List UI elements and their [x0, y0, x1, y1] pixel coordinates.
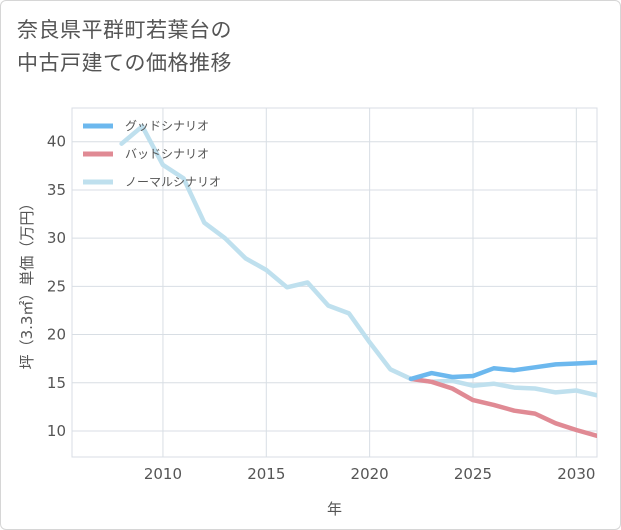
series-line-normal	[119, 124, 597, 398]
y-tick-label: 35	[47, 181, 66, 199]
y-tick-label: 15	[47, 374, 66, 392]
y-tick-label: 25	[47, 277, 66, 295]
y-tick-label: 40	[47, 133, 66, 151]
legend-label-bad: バッドシナリオ	[125, 147, 209, 161]
legend-label-normal: ノーマルシナリオ	[125, 175, 221, 189]
chart-title: 奈良県平群町若葉台の 中古戸建ての価格推移	[17, 14, 537, 80]
x-tick-label: 2025	[454, 465, 492, 483]
chart-title-line-2: 中古戸建ての価格推移	[17, 51, 232, 75]
x-tick-label: 2030	[557, 465, 595, 483]
chart-title-line-1: 奈良県平群町若葉台の	[17, 18, 232, 42]
x-tick-label: 2015	[247, 465, 285, 483]
y-tick-label: 20	[47, 326, 66, 344]
series-line-bad	[408, 376, 597, 439]
y-tick-label: 30	[47, 229, 66, 247]
x-tick-label: 2010	[144, 465, 182, 483]
plot-area	[71, 107, 598, 458]
y-tick-label: 10	[47, 422, 66, 440]
x-axis-label: 年	[327, 500, 342, 518]
series-lines	[119, 124, 597, 439]
y-axis-label: 坪（3.3㎡）単価（万円）	[18, 196, 36, 370]
series-line-good	[408, 360, 597, 382]
legend-label-good: グッドシナリオ	[125, 119, 209, 133]
x-tick-label: 2020	[351, 465, 389, 483]
grid	[71, 107, 598, 458]
